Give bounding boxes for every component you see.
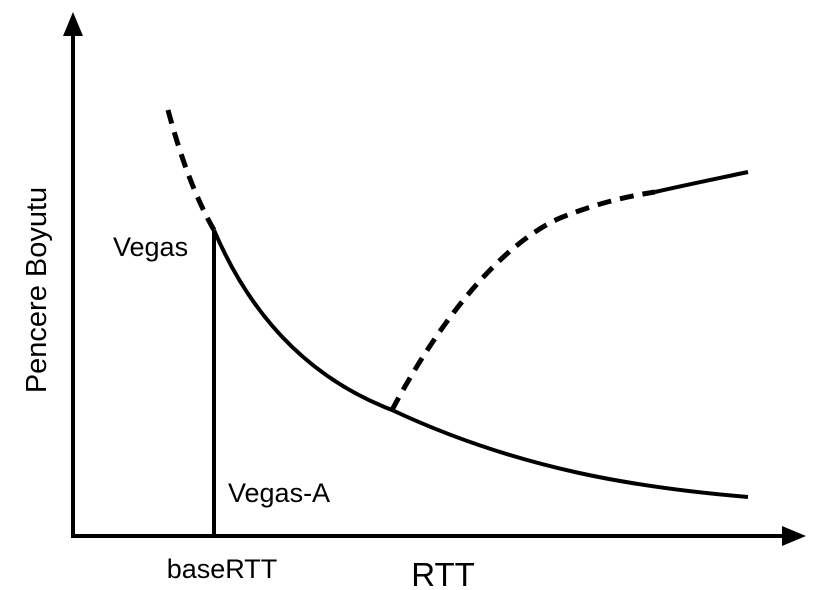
vegas-a-label: Vegas-A [228,478,330,508]
y-axis-arrowhead [63,12,83,36]
base-rtt-tick-label: baseRTT [167,554,278,584]
x-axis-label: RTT [411,556,475,590]
x-axis-arrowhead [782,526,806,546]
rising-solid-curve [654,170,749,194]
rising-dashed-curve [389,189,656,412]
vegas-label: Vegas [113,232,188,262]
decaying-window-curve [212,229,749,499]
axes [63,12,806,546]
vegas-upper-dashed-curve [165,109,217,232]
y-axis-label: Pencere Boyutu [21,187,53,393]
